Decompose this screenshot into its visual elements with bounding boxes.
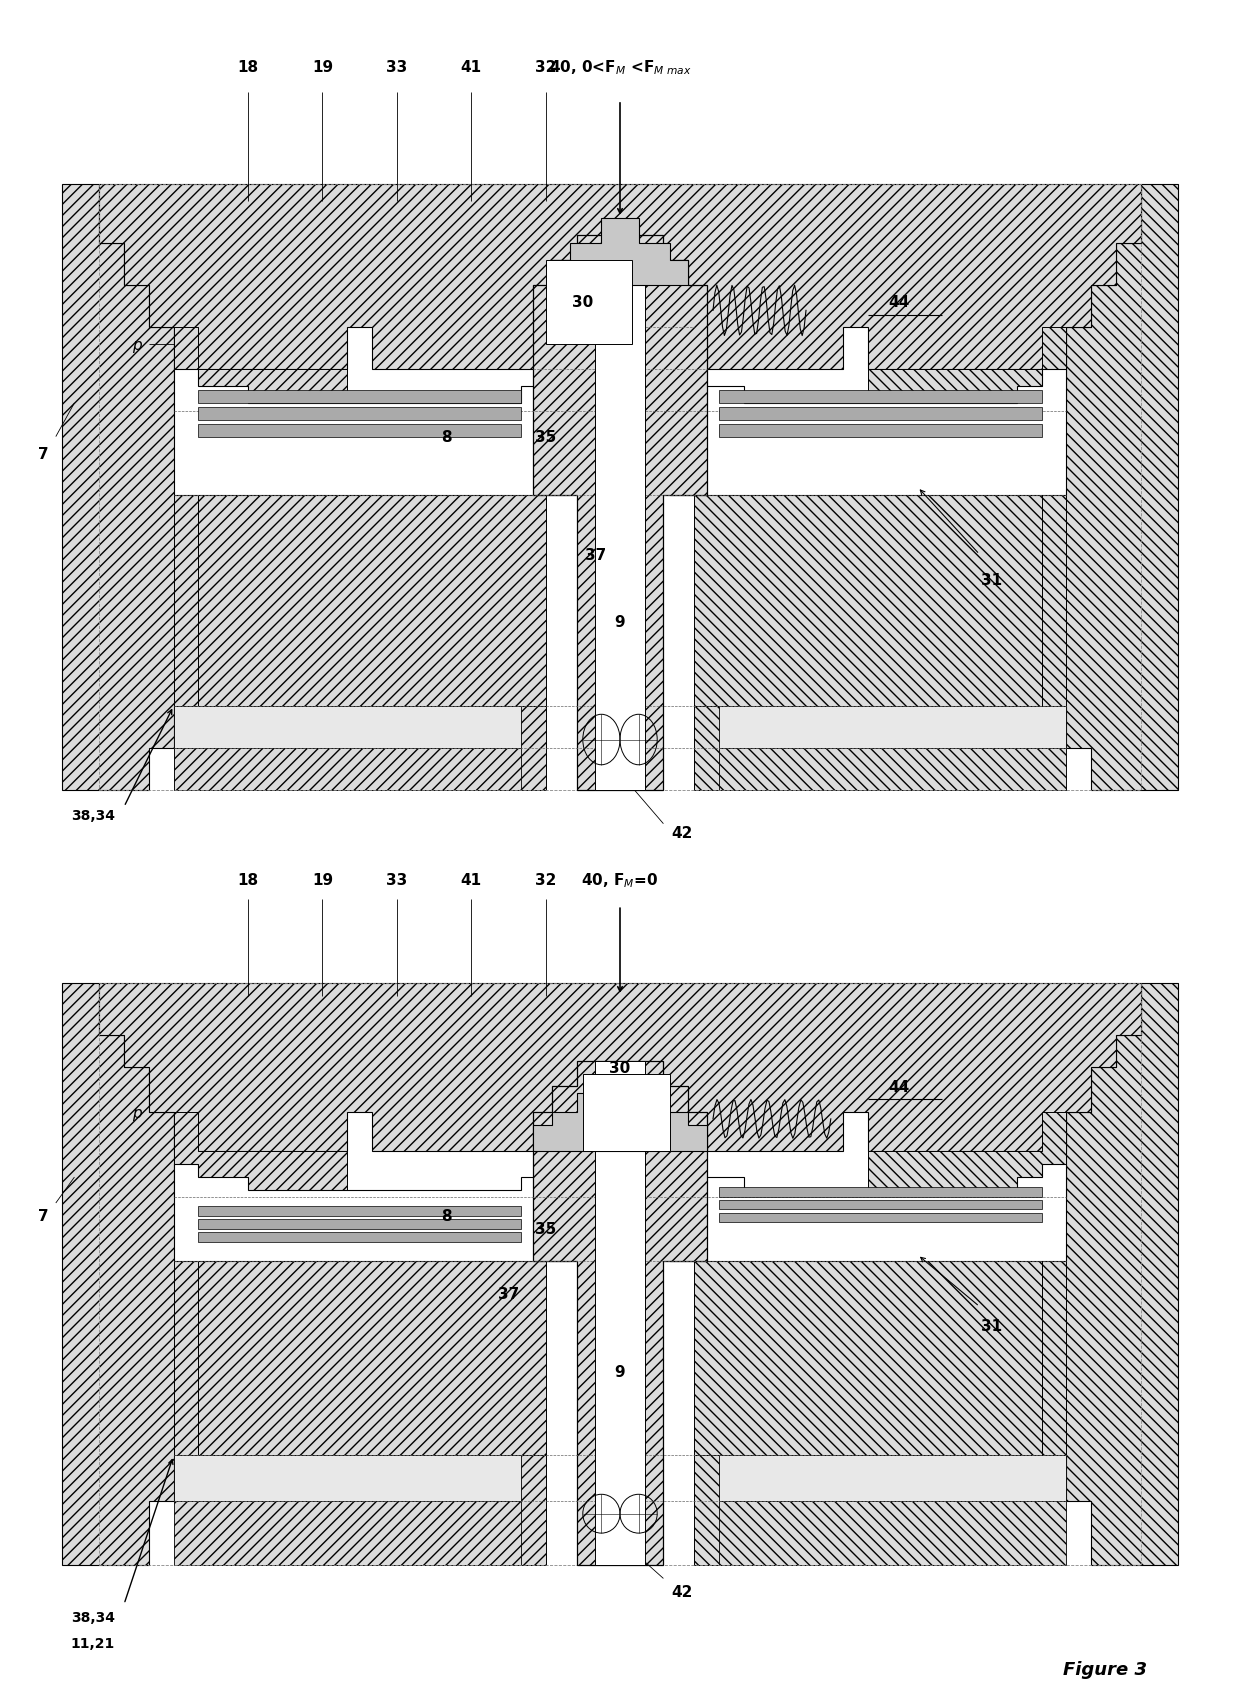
Text: p: p bbox=[131, 1105, 141, 1120]
Text: p: p bbox=[131, 338, 141, 352]
Polygon shape bbox=[670, 370, 1066, 496]
Text: Figure 2: Figure 2 bbox=[1063, 841, 1147, 858]
Polygon shape bbox=[174, 328, 347, 412]
Text: 40, F$_M$=0: 40, F$_M$=0 bbox=[582, 871, 658, 890]
Text: 11,21: 11,21 bbox=[71, 843, 115, 856]
Bar bbox=[694, 1262, 1042, 1455]
Bar bbox=[198, 496, 546, 706]
Polygon shape bbox=[552, 219, 688, 286]
Text: 33: 33 bbox=[386, 61, 408, 74]
Polygon shape bbox=[174, 412, 198, 791]
Text: 41: 41 bbox=[460, 873, 482, 888]
Polygon shape bbox=[174, 370, 570, 496]
Bar bbox=[595, 244, 645, 791]
Text: 9: 9 bbox=[615, 616, 625, 629]
Bar bbox=[99, 984, 1141, 1566]
Polygon shape bbox=[1042, 984, 1178, 1566]
Text: 9: 9 bbox=[615, 1364, 625, 1379]
Text: 40, 0<F$_M$ <F$_{M\ max}$: 40, 0<F$_M$ <F$_{M\ max}$ bbox=[548, 57, 692, 77]
Text: 7: 7 bbox=[38, 1209, 48, 1224]
Text: 38,34: 38,34 bbox=[71, 1610, 115, 1625]
Text: 44: 44 bbox=[888, 1080, 910, 1095]
Bar bbox=[174, 706, 521, 748]
Text: 38,34: 38,34 bbox=[71, 809, 115, 822]
Bar bbox=[198, 409, 521, 420]
Text: 42: 42 bbox=[671, 1584, 693, 1600]
Text: 18: 18 bbox=[237, 61, 259, 74]
Polygon shape bbox=[99, 984, 1141, 1152]
Polygon shape bbox=[868, 1113, 1066, 1198]
Text: Figure 3: Figure 3 bbox=[1063, 1660, 1147, 1679]
Text: 30: 30 bbox=[572, 296, 594, 309]
Polygon shape bbox=[533, 235, 707, 791]
Bar bbox=[719, 1213, 1042, 1223]
Bar bbox=[719, 426, 1042, 437]
Bar bbox=[719, 392, 1042, 404]
Bar bbox=[174, 1500, 521, 1566]
Text: 7: 7 bbox=[38, 447, 48, 461]
Text: 8: 8 bbox=[441, 1209, 451, 1224]
Bar bbox=[198, 426, 521, 437]
Polygon shape bbox=[533, 1061, 707, 1566]
Polygon shape bbox=[174, 1164, 570, 1262]
Bar bbox=[694, 1455, 1042, 1566]
Bar bbox=[719, 748, 1066, 791]
Bar bbox=[719, 1455, 1066, 1500]
Polygon shape bbox=[868, 328, 1066, 412]
Bar bbox=[198, 706, 546, 791]
Bar bbox=[174, 1455, 521, 1500]
Text: 35: 35 bbox=[534, 431, 557, 444]
Text: 32: 32 bbox=[534, 873, 557, 888]
Text: 19: 19 bbox=[311, 873, 334, 888]
Bar bbox=[198, 1206, 521, 1216]
Text: 8: 8 bbox=[441, 431, 451, 444]
Text: 42: 42 bbox=[671, 826, 693, 839]
Bar bbox=[99, 185, 1141, 791]
Polygon shape bbox=[533, 1093, 707, 1152]
Bar bbox=[719, 706, 1066, 748]
Text: 31: 31 bbox=[981, 574, 1003, 587]
Bar bbox=[719, 409, 1042, 420]
Text: 35: 35 bbox=[534, 1221, 557, 1236]
Bar bbox=[719, 1199, 1042, 1209]
Bar bbox=[198, 1455, 546, 1566]
Text: 18: 18 bbox=[237, 873, 259, 888]
Bar bbox=[198, 1262, 546, 1455]
Text: 11,21: 11,21 bbox=[71, 1637, 115, 1650]
Bar bbox=[694, 706, 1042, 791]
Polygon shape bbox=[174, 1198, 198, 1455]
Polygon shape bbox=[670, 1164, 1066, 1262]
Polygon shape bbox=[62, 984, 198, 1566]
Text: 19: 19 bbox=[311, 61, 334, 74]
Polygon shape bbox=[62, 185, 198, 791]
Text: 44: 44 bbox=[888, 296, 910, 309]
Text: 32: 32 bbox=[534, 61, 557, 74]
Text: 33: 33 bbox=[386, 873, 408, 888]
Bar bbox=[198, 392, 521, 404]
Bar bbox=[595, 1061, 645, 1566]
Text: 41: 41 bbox=[460, 61, 482, 74]
Bar bbox=[546, 261, 632, 345]
Polygon shape bbox=[1042, 412, 1066, 791]
Polygon shape bbox=[174, 1113, 347, 1198]
Text: 37: 37 bbox=[497, 1287, 520, 1302]
Bar bbox=[719, 1500, 1066, 1566]
Polygon shape bbox=[1042, 185, 1178, 791]
Text: 31: 31 bbox=[981, 1319, 1003, 1334]
Bar bbox=[583, 1073, 670, 1152]
Polygon shape bbox=[1042, 1198, 1066, 1455]
Text: 37: 37 bbox=[584, 548, 606, 562]
Bar bbox=[719, 1187, 1042, 1198]
Bar bbox=[198, 1233, 521, 1241]
Text: 30: 30 bbox=[609, 1060, 631, 1075]
Polygon shape bbox=[99, 185, 1141, 370]
Bar bbox=[198, 1219, 521, 1230]
Bar bbox=[174, 748, 521, 791]
Bar bbox=[694, 496, 1042, 706]
